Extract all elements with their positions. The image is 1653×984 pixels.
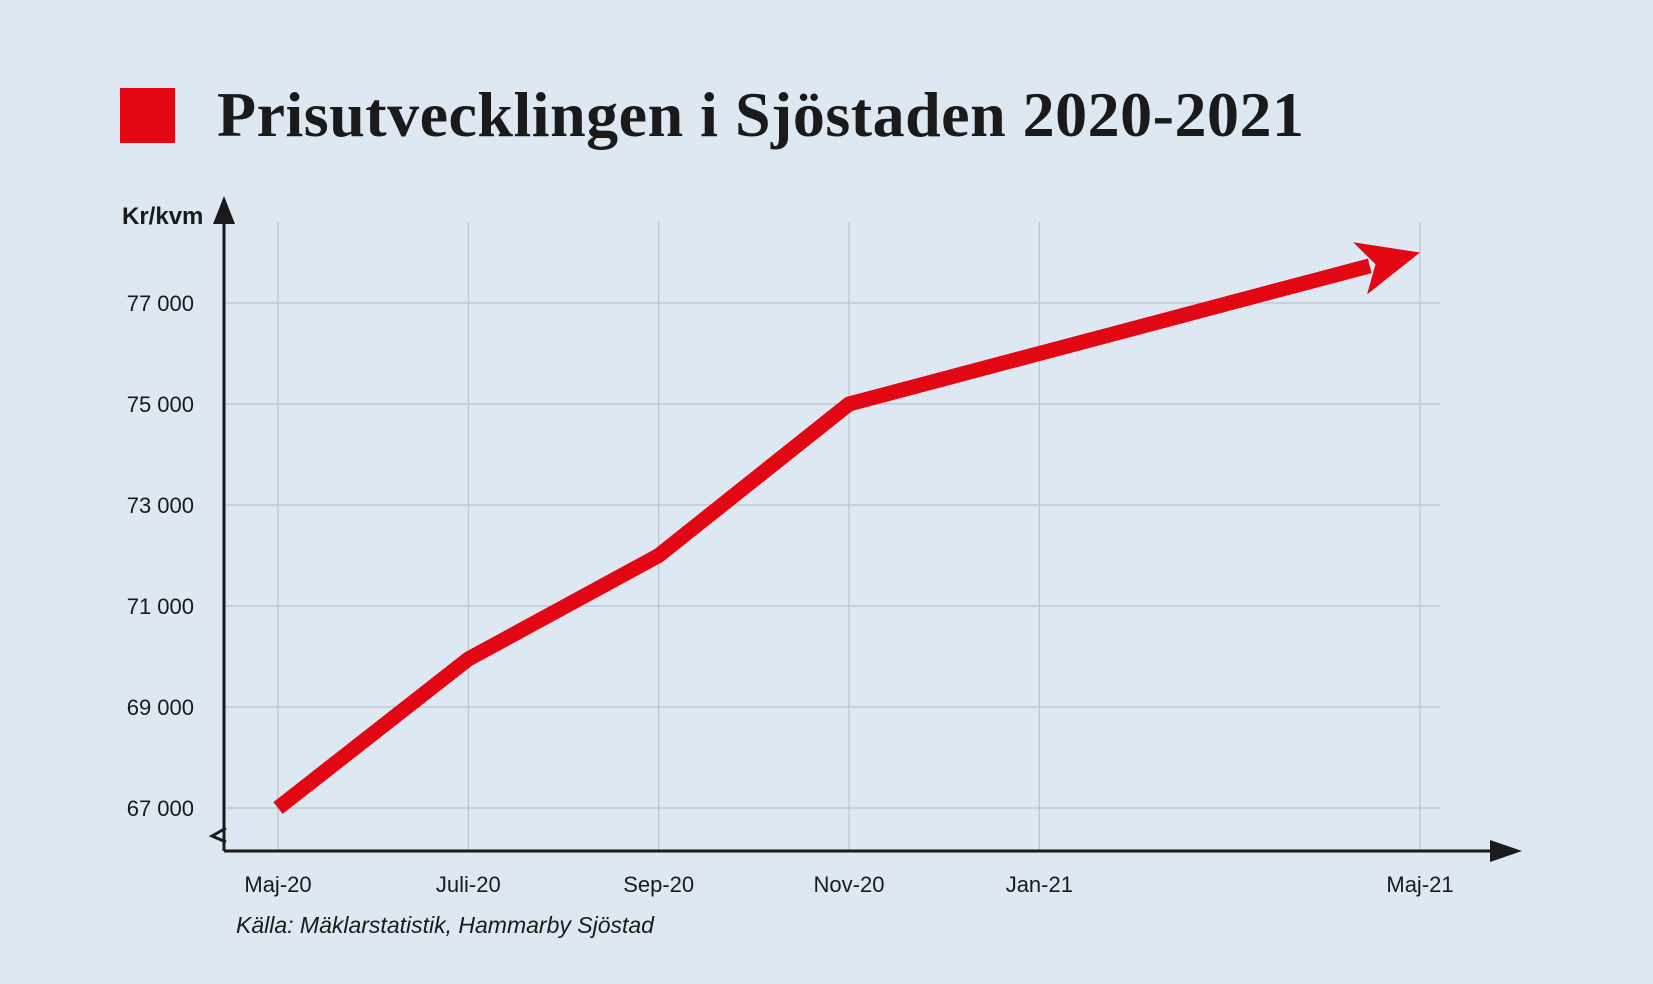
y-tick-label: 77 000 xyxy=(127,291,194,316)
source-note: Källa: Mäklarstatistik, Hammarby Sjöstad xyxy=(236,912,654,938)
x-tick-label: Maj-21 xyxy=(1386,872,1453,897)
y-tick-label: 69 000 xyxy=(127,695,194,720)
vertical-gridlines xyxy=(277,222,1421,851)
y-tick-label: 71 000 xyxy=(127,594,194,619)
x-tick-label: Jan-21 xyxy=(1006,872,1073,897)
y-tick-label: 75 000 xyxy=(127,392,194,417)
horizontal-gridlines xyxy=(224,302,1440,809)
y-axis-arrowhead xyxy=(213,196,235,224)
series-line xyxy=(273,258,1372,814)
x-tick-label: Juli-20 xyxy=(436,872,501,897)
y-axis-break xyxy=(208,826,227,844)
chart-header: Prisutvecklingen i Sjöstaden 2020-2021 xyxy=(120,78,1304,152)
x-tick-label: Sep-20 xyxy=(623,872,694,897)
y-axis-label: Kr/kvm xyxy=(122,203,203,230)
chart-title: Prisutvecklingen i Sjöstaden 2020-2021 xyxy=(217,79,1305,150)
x-tick-label: Nov-20 xyxy=(814,872,885,897)
data-series xyxy=(273,242,1421,814)
y-tick-label: 73 000 xyxy=(127,493,194,518)
y-tick-label: 67 000 xyxy=(127,796,194,821)
x-axis-arrowhead xyxy=(1490,840,1522,862)
x-tick-label: Maj-20 xyxy=(244,872,311,897)
axes: Kr/kvm xyxy=(122,196,1522,862)
title-marker-square xyxy=(120,87,175,143)
x-tick-labels: Maj-20 Juli-20 Sep-20 Nov-20 Jan-21 Maj-21 xyxy=(244,872,1453,897)
y-tick-labels: 67 000 69 000 71 000 73 000 75 000 77 000 xyxy=(127,291,194,821)
series-arrowhead xyxy=(1353,242,1420,295)
